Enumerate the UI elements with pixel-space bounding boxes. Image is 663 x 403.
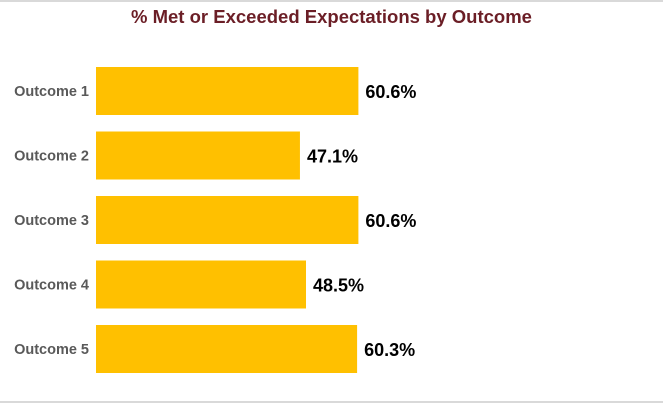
value-label: 60.6% [365, 211, 416, 231]
value-label: 60.6% [365, 82, 416, 102]
value-label: 47.1% [307, 147, 358, 167]
category-label: Outcome 2 [14, 149, 89, 165]
bar [96, 131, 300, 180]
bar [96, 325, 358, 373]
bar [96, 67, 359, 115]
category-label: Outcome 1 [14, 84, 89, 100]
value-label: 60.3% [364, 340, 415, 360]
category-label: Outcome 3 [14, 213, 89, 229]
category-label: Outcome 5 [14, 342, 89, 358]
value-label: 48.5% [313, 276, 364, 296]
bar [96, 260, 307, 309]
bar [96, 196, 359, 244]
category-label: Outcome 4 [14, 278, 89, 294]
chart-title: % Met or Exceeded Expectations by Outcom… [131, 6, 532, 27]
